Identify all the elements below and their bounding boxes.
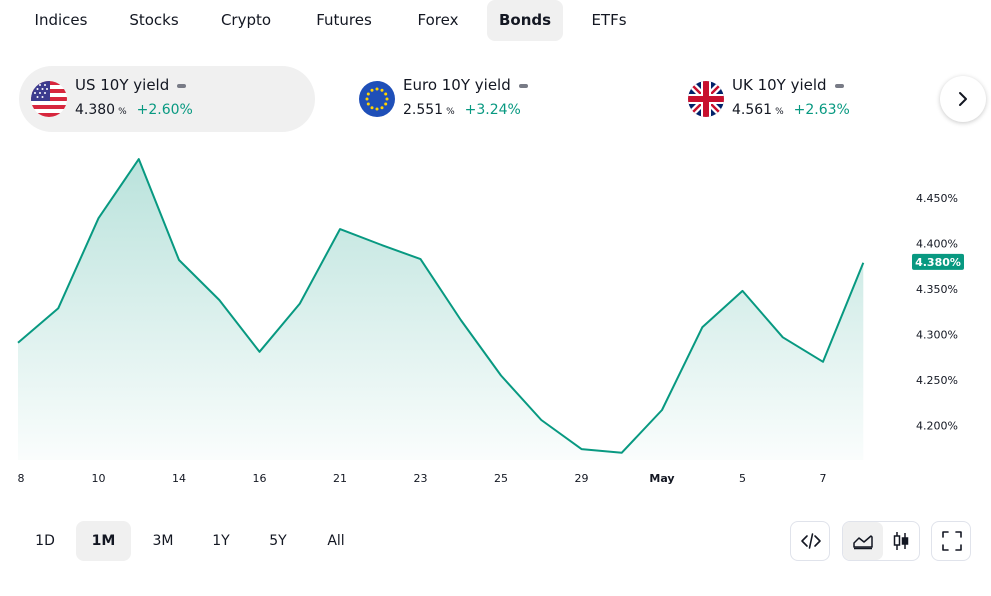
tab-indices[interactable]: Indices bbox=[34, 11, 88, 29]
candle-style-button[interactable] bbox=[881, 522, 921, 560]
range-1m[interactable]: 1M bbox=[76, 521, 131, 561]
chart-style-toggle bbox=[842, 521, 920, 561]
tab-stocks[interactable]: Stocks bbox=[129, 11, 179, 29]
card-euro-10y[interactable]: Euro 10Y yield 2.551% +3.24% bbox=[347, 66, 643, 132]
card-us-10y[interactable]: US 10Y yield 4.380% +2.60% bbox=[19, 66, 315, 132]
current-value-label: 4.380% bbox=[915, 256, 961, 269]
symbol-cards: US 10Y yield 4.380% +2.60% Euro 10Y yield… bbox=[0, 66, 991, 132]
card-value: 2.551% +3.24% bbox=[403, 102, 521, 118]
embed-button-inner[interactable] bbox=[791, 522, 831, 560]
card-value: 4.561% +2.63% bbox=[732, 102, 850, 118]
range-all[interactable]: All bbox=[327, 533, 345, 549]
y-tick-label: 4.400% bbox=[916, 238, 958, 251]
y-tick-label: 4.450% bbox=[916, 192, 958, 205]
card-value: 4.380% +2.60% bbox=[75, 102, 193, 118]
status-dash-icon bbox=[834, 83, 844, 88]
x-tick-label: 8 bbox=[18, 472, 25, 485]
x-tick-label: 25 bbox=[494, 472, 508, 485]
us-flag-icon bbox=[31, 81, 67, 117]
x-tick-label: 5 bbox=[739, 472, 746, 485]
fullscreen-button-inner[interactable] bbox=[932, 522, 972, 560]
status-dash-icon bbox=[177, 83, 187, 88]
y-tick-label: 4.350% bbox=[916, 283, 958, 296]
chart-series-line bbox=[17, 158, 865, 454]
candlestick-icon bbox=[893, 532, 909, 550]
x-tick-label: 21 bbox=[333, 472, 347, 485]
code-icon bbox=[801, 533, 821, 549]
current-value-badge bbox=[912, 253, 964, 270]
range-3m[interactable]: 3M bbox=[152, 533, 174, 549]
chevron-right-icon bbox=[959, 92, 967, 106]
next-cards-button[interactable] bbox=[940, 76, 986, 122]
fullscreen-button[interactable] bbox=[931, 521, 971, 561]
card-name: Euro 10Y yield bbox=[403, 76, 528, 94]
card-name: UK 10Y yield bbox=[732, 76, 844, 94]
market-tabs: Indices Stocks Crypto Futures Forex Bond… bbox=[0, 0, 991, 42]
status-dash-icon bbox=[518, 83, 528, 88]
card-uk-10y[interactable]: UK 10Y yield 4.561% +2.63% bbox=[676, 66, 926, 132]
card-name: US 10Y yield bbox=[75, 76, 187, 94]
chart-area-fill bbox=[18, 159, 864, 460]
tab-etfs[interactable]: ETFs bbox=[591, 11, 627, 29]
tab-bonds[interactable]: Bonds bbox=[487, 0, 563, 41]
yield-chart[interactable]: 8 10 14 16 21 23 25 29 May 5 7 4.450% 4.400% 4.350% 4… bbox=[0, 140, 991, 500]
y-tick-label: 4.200% bbox=[916, 419, 958, 432]
x-tick-label: May bbox=[649, 472, 674, 485]
x-tick-label: 7 bbox=[820, 472, 827, 485]
fullscreen-icon bbox=[942, 531, 962, 551]
uk-flag-icon bbox=[688, 81, 724, 117]
tab-forex[interactable]: Forex bbox=[417, 11, 459, 29]
x-tick-label: 29 bbox=[575, 472, 589, 485]
area-style-button[interactable] bbox=[843, 522, 883, 560]
x-tick-label: 10 bbox=[92, 472, 106, 485]
y-tick-label: 4.250% bbox=[916, 374, 958, 387]
range-5y[interactable]: 5Y bbox=[269, 533, 287, 549]
eu-flag-icon bbox=[359, 81, 395, 117]
embed-button[interactable] bbox=[790, 521, 830, 561]
area-chart-icon bbox=[853, 535, 873, 550]
x-tick-label: 23 bbox=[414, 472, 428, 485]
y-tick-label: 4.300% bbox=[916, 329, 958, 342]
range-1d[interactable]: 1D bbox=[35, 533, 55, 549]
x-tick-label: 14 bbox=[172, 472, 186, 485]
tab-crypto[interactable]: Crypto bbox=[220, 11, 272, 29]
range-1y[interactable]: 1Y bbox=[212, 533, 230, 549]
x-tick-label: 16 bbox=[253, 472, 267, 485]
tab-futures[interactable]: Futures bbox=[316, 11, 372, 29]
